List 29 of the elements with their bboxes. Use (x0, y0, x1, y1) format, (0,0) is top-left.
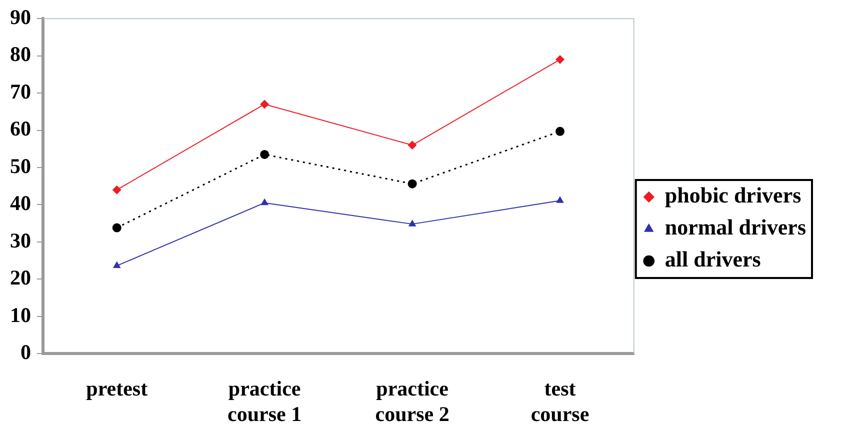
y-tick-label: 50 (10, 154, 31, 178)
y-tick-label: 90 (10, 5, 31, 30)
y-tick-label: 60 (10, 116, 31, 141)
point (408, 140, 417, 150)
x-tick-label: test course (530, 376, 590, 426)
point (260, 100, 270, 109)
y-tick-label: 30 (10, 228, 31, 252)
x-tick-label: practice course 1 (228, 376, 302, 426)
point (112, 223, 122, 232)
point (260, 198, 268, 206)
x-tick-label: practice course 2 (375, 376, 450, 426)
y-tick-label: 10 (10, 302, 31, 327)
legend-label: phobic drivers (664, 182, 802, 208)
y-tick-label: 20 (10, 266, 31, 290)
point (260, 150, 270, 159)
point (556, 55, 564, 64)
y-tick-label: 0 (20, 340, 31, 364)
point (408, 220, 416, 226)
legend-label: all drivers (664, 246, 762, 272)
y-tick-label: 40 (10, 191, 31, 216)
y-tick-label: 70 (10, 79, 31, 104)
point (556, 126, 564, 136)
y-tick-label: 80 (10, 42, 31, 66)
point (408, 179, 417, 188)
point (112, 185, 122, 194)
legend-label: normal drivers (664, 214, 806, 240)
x-tick-label: pretest (86, 376, 148, 401)
point (556, 196, 564, 203)
point (112, 261, 121, 268)
